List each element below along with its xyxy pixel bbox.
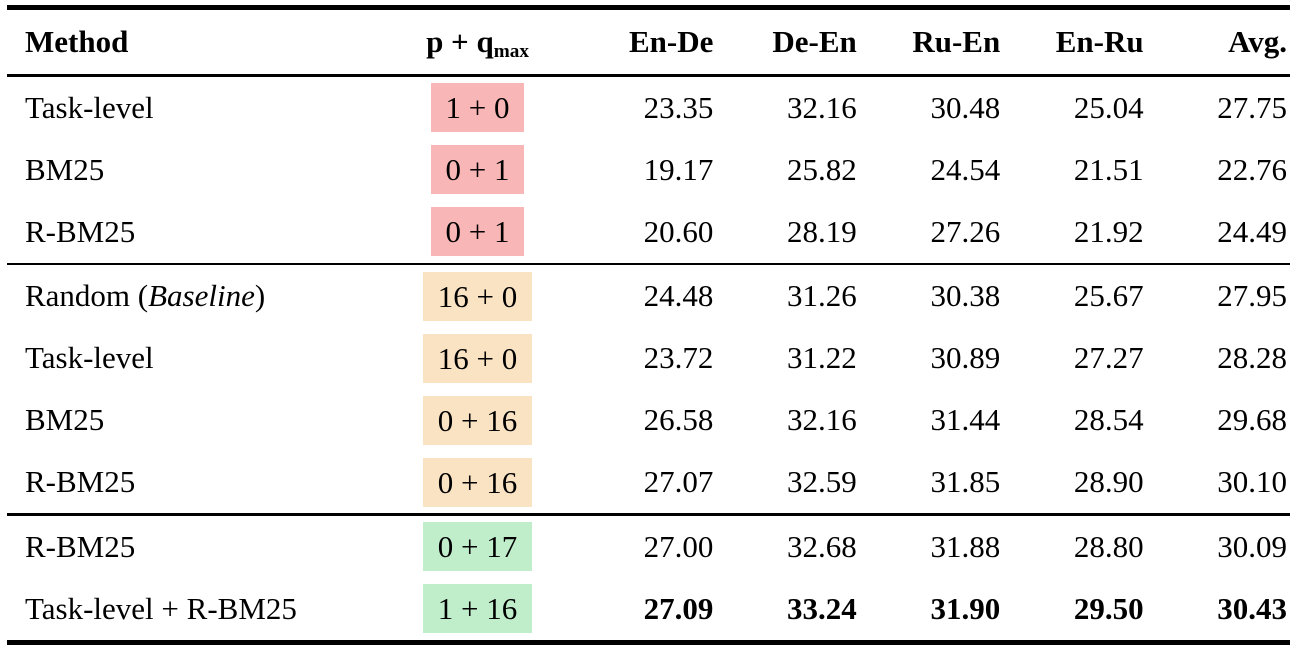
score-cell: 31.85: [930, 464, 1001, 499]
score-cell: 32.16: [787, 402, 857, 437]
method-text: Random (: [25, 278, 149, 313]
method-cell: Task-level + R-BM25: [25, 590, 297, 626]
score-cell: 26.58: [643, 402, 714, 437]
column-header-en-de: En-De: [629, 24, 714, 59]
score-cell: 24.48: [643, 278, 714, 313]
score-cell: 25.82: [787, 151, 857, 187]
pq-header-main: p + q: [426, 24, 494, 59]
score-cell: 23.35: [643, 89, 714, 125]
score-cell: 30.09: [1217, 528, 1287, 564]
top-rule: [7, 5, 1290, 10]
method-text-italic: Baseline: [148, 278, 255, 313]
score-cell: 31.22: [787, 340, 857, 375]
score-cell: 24.49: [1217, 213, 1287, 249]
score-cell: 30.48: [930, 89, 1001, 125]
pq-badge: 1 + 0: [430, 83, 525, 132]
score-cell: 30.38: [930, 278, 1001, 313]
score-cell: 30.89: [930, 340, 1001, 375]
score-cell: 31.44: [930, 402, 1001, 437]
score-cell: 32.16: [787, 89, 857, 125]
score-cell: 28.54: [1073, 402, 1144, 437]
pq-badge: 1 + 16: [422, 584, 533, 633]
pq-badge: 16 + 0: [422, 333, 533, 383]
method-cell: Task-level: [25, 340, 154, 375]
score-cell: 28.80: [1073, 528, 1144, 564]
header-rule: [7, 74, 1290, 77]
table-row-best: Task-level + R-BM25 1 + 16 27.09 33.24 3…: [0, 578, 1297, 640]
score-cell: 28.28: [1217, 340, 1287, 375]
column-header-de-en: De-En: [772, 24, 857, 59]
score-cell: 32.68: [787, 528, 857, 564]
pq-badge: 0 + 16: [422, 395, 533, 445]
method-cell: R-BM25: [25, 528, 136, 564]
score-cell: 19.17: [643, 151, 714, 187]
table-row: BM25 0 + 1 19.17 25.82 24.54 21.51 22.76: [0, 139, 1297, 201]
section-rule: [7, 262, 1290, 265]
table-row: R-BM25 0 + 1 20.60 28.19 27.26 21.92 24.…: [0, 201, 1297, 263]
score-cell: 27.75: [1217, 89, 1287, 125]
score-cell: 21.92: [1073, 213, 1144, 249]
score-cell: 29.68: [1217, 402, 1287, 437]
score-cell: 30.10: [1217, 464, 1287, 499]
table-row: R-BM25 0 + 16 27.07 32.59 31.85 28.90 30…: [0, 451, 1297, 513]
score-cell: 33.24: [787, 590, 857, 626]
score-cell: 23.72: [643, 340, 714, 375]
score-cell: 22.76: [1217, 151, 1287, 187]
table-row: Task-level 1 + 0 23.35 32.16 30.48 25.04…: [0, 77, 1297, 139]
score-cell: 25.67: [1073, 278, 1144, 313]
table-row: BM25 0 + 16 26.58 32.16 31.44 28.54 29.6…: [0, 389, 1297, 451]
score-cell: 28.90: [1073, 464, 1144, 499]
pq-badge: 16 + 0: [422, 271, 533, 321]
score-cell: 28.19: [787, 213, 857, 249]
pq-badge: 0 + 16: [422, 457, 533, 507]
score-cell: 31.26: [787, 278, 857, 313]
pq-header-subscript: max: [493, 40, 529, 62]
method-cell: R-BM25: [25, 213, 136, 249]
table-row: Task-level 16 + 0 23.72 31.22 30.89 27.2…: [0, 327, 1297, 389]
score-cell: 25.04: [1073, 89, 1144, 125]
column-header-pq: p + qmax: [385, 24, 570, 62]
score-cell: 27.27: [1073, 340, 1144, 375]
score-cell: 21.51: [1073, 151, 1144, 187]
score-cell: 27.26: [930, 213, 1001, 249]
column-header-en-ru: En-Ru: [1055, 24, 1144, 59]
section-rule: [7, 513, 1290, 516]
score-cell: 31.88: [930, 528, 1001, 564]
method-text: ): [254, 278, 266, 313]
bottom-rule: [7, 639, 1290, 645]
column-header-ru-en: Ru-En: [912, 24, 1001, 59]
method-cell: BM25: [25, 151, 105, 187]
method-cell: BM25: [25, 402, 105, 437]
score-cell: 27.09: [643, 590, 714, 626]
score-cell: 20.60: [643, 213, 714, 249]
score-cell: 31.90: [930, 590, 1001, 626]
score-cell: 30.43: [1217, 590, 1287, 626]
method-cell: Random (Baseline): [0, 278, 385, 314]
score-cell: 24.54: [930, 151, 1001, 187]
score-cell: 27.07: [643, 464, 714, 499]
score-cell: 27.95: [1217, 278, 1287, 313]
score-cell: 29.50: [1073, 590, 1144, 626]
column-header-method: Method: [25, 24, 129, 59]
score-cell: 27.00: [643, 528, 714, 564]
pq-badge: 0 + 1: [430, 207, 525, 256]
table-row: R-BM25 0 + 17 27.00 32.68 31.88 28.80 30…: [0, 516, 1297, 578]
column-header-avg: Avg.: [1228, 24, 1287, 59]
method-cell: Task-level: [25, 89, 154, 125]
table-row: Random (Baseline) 16 + 0 24.48 31.26 30.…: [0, 265, 1297, 327]
header-row: Method p + qmax En-De De-En Ru-En En-Ru …: [0, 10, 1297, 74]
pq-badge: 0 + 1: [430, 145, 525, 194]
method-cell: R-BM25: [25, 464, 136, 499]
pq-badge: 0 + 17: [422, 522, 533, 571]
score-cell: 32.59: [787, 464, 857, 499]
